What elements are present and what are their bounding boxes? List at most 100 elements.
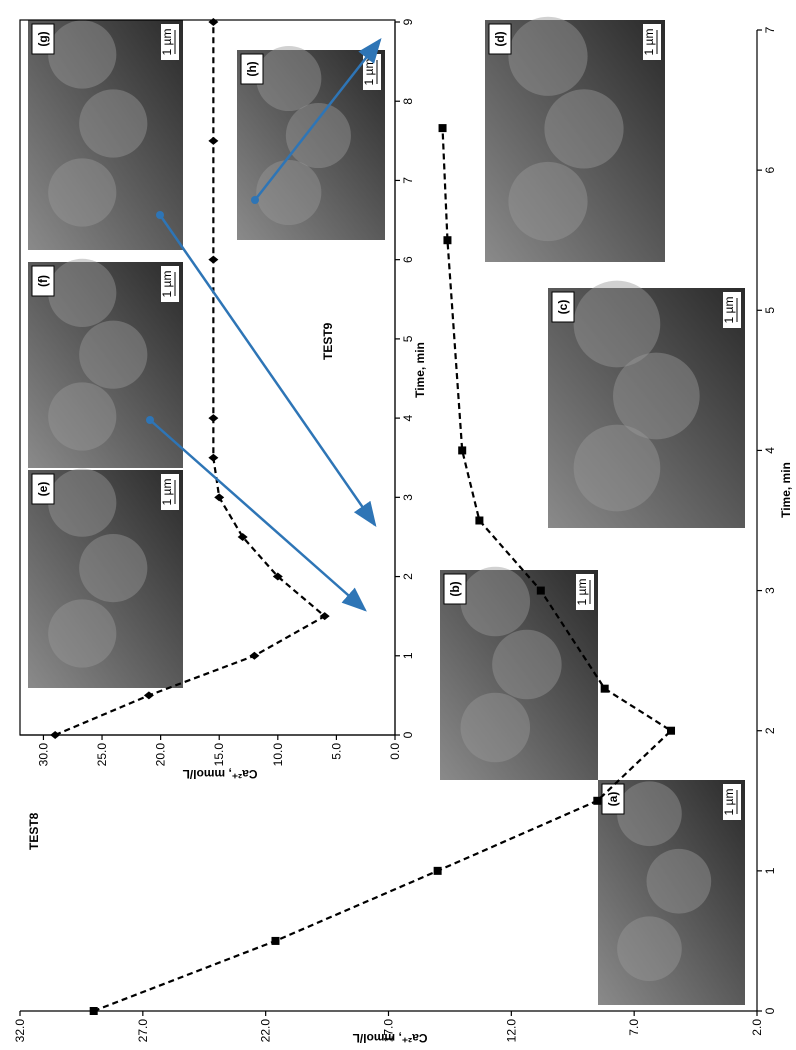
texture: [461, 693, 531, 763]
texture: [544, 89, 623, 168]
texture: [508, 162, 587, 241]
texture: [48, 382, 116, 450]
x-tick-label: 0: [401, 731, 415, 738]
micrograph-label: (d): [493, 31, 507, 46]
chart-title: TEST9: [321, 322, 335, 360]
y-axis-title: Ca²⁺, mmol/L: [352, 1031, 427, 1045]
texture: [48, 599, 116, 667]
micrograph-label: (c): [556, 300, 570, 315]
micrograph-label: (e): [36, 482, 50, 497]
data-point: [90, 1007, 98, 1015]
x-tick-label: 2: [401, 573, 415, 580]
data-point: [439, 124, 447, 132]
data-point: [208, 18, 218, 26]
y-tick-label: 22.0: [259, 1019, 273, 1043]
y-tick-label: 15.0: [212, 743, 226, 767]
arrow: [160, 215, 375, 525]
texture: [256, 46, 321, 111]
data-point: [50, 731, 60, 739]
x-tick-label: 8: [401, 98, 415, 105]
data-point: [443, 236, 451, 244]
x-tick-label: 1: [401, 652, 415, 659]
data-point: [271, 937, 279, 945]
scale-label: 1 µm: [722, 789, 736, 816]
texture: [508, 17, 587, 96]
data-point: [601, 685, 609, 693]
data-point: [475, 517, 483, 525]
data-point: [434, 867, 442, 875]
x-tick-label: 9: [401, 18, 415, 25]
x-tick-label: 7: [401, 177, 415, 184]
scale-label: 1 µm: [160, 271, 174, 298]
texture: [79, 89, 147, 157]
scale-label: 1 µm: [160, 479, 174, 506]
texture: [617, 781, 682, 846]
y-tick-label: 0.0: [388, 743, 402, 760]
data-point: [208, 137, 218, 145]
data-point: [667, 727, 675, 735]
x-tick-label: 5: [763, 307, 777, 314]
y-tick-label: 27.0: [136, 1019, 150, 1043]
texture: [492, 630, 562, 700]
y-tick-label: 20.0: [154, 743, 168, 767]
x-tick-label: 1: [763, 867, 777, 874]
texture: [48, 20, 116, 88]
texture: [647, 849, 712, 914]
x-tick-label: 7: [763, 26, 777, 33]
chart-title: TEST8: [27, 812, 41, 850]
x-tick-label: 4: [401, 414, 415, 421]
texture: [256, 160, 321, 225]
x-tick-label: 4: [763, 447, 777, 454]
texture: [79, 534, 147, 602]
data-point: [214, 493, 224, 501]
y-tick-label: 30.0: [36, 743, 50, 767]
arrow-origin: [156, 211, 164, 219]
scale-label: 1 µm: [362, 59, 376, 86]
y-tick-label: 12.0: [504, 1019, 518, 1043]
data-point: [458, 446, 466, 454]
texture: [286, 103, 351, 168]
data-point: [144, 691, 154, 699]
x-tick-label: 0: [763, 1007, 777, 1014]
y-axis-title: Ca²⁺, mmol/L: [182, 767, 257, 781]
x-tick-label: 3: [401, 494, 415, 501]
y-tick-label: 7.0: [627, 1019, 641, 1036]
texture: [48, 158, 116, 226]
texture: [574, 281, 661, 368]
scale-label: 1 µm: [160, 29, 174, 56]
data-point: [537, 587, 545, 595]
texture: [617, 916, 682, 981]
x-tick-label: 3: [763, 587, 777, 594]
micrograph-label: (f): [36, 275, 50, 287]
texture: [48, 469, 116, 537]
data-point: [208, 256, 218, 264]
y-tick-label: 10.0: [271, 743, 285, 767]
texture: [79, 321, 147, 389]
scale-label: 1 µm: [575, 579, 589, 606]
y-tick-label: 32.0: [13, 1019, 27, 1043]
x-axis-title: Time, min: [779, 462, 793, 518]
arrow-origin: [251, 196, 259, 204]
texture: [48, 259, 116, 327]
data-point: [249, 652, 259, 660]
arrow-origin: [146, 416, 154, 424]
data-point: [208, 414, 218, 422]
figure: (a) 1 µm (b) 1 µm (c) 1 µm (d) 1 µm (e) 1 µm (f) 1 …: [0, 0, 796, 1050]
data-point: [593, 797, 601, 805]
x-tick-label: 2: [763, 727, 777, 734]
scale-label: 1 µm: [722, 297, 736, 324]
y-tick-label: 25.0: [95, 743, 109, 767]
rotated-chart: (a) 1 µm (b) 1 µm (c) 1 µm (d) 1 µm (e) 1 µm (f) 1 …: [13, 17, 793, 1045]
y-tick-label: 2.0: [750, 1019, 764, 1036]
micrograph-label: (g): [36, 31, 50, 46]
x-axis-title: Time, min: [413, 342, 427, 398]
scale-label: 1 µm: [642, 29, 656, 56]
micrograph-label: (a): [606, 792, 620, 807]
data-point: [208, 454, 218, 462]
micrograph-label: (h): [245, 61, 259, 76]
micrograph-label: (b): [448, 581, 462, 596]
texture: [461, 567, 531, 637]
x-tick-label: 6: [401, 256, 415, 263]
y-tick-label: 5.0: [329, 743, 343, 760]
x-tick-label: 5: [401, 335, 415, 342]
